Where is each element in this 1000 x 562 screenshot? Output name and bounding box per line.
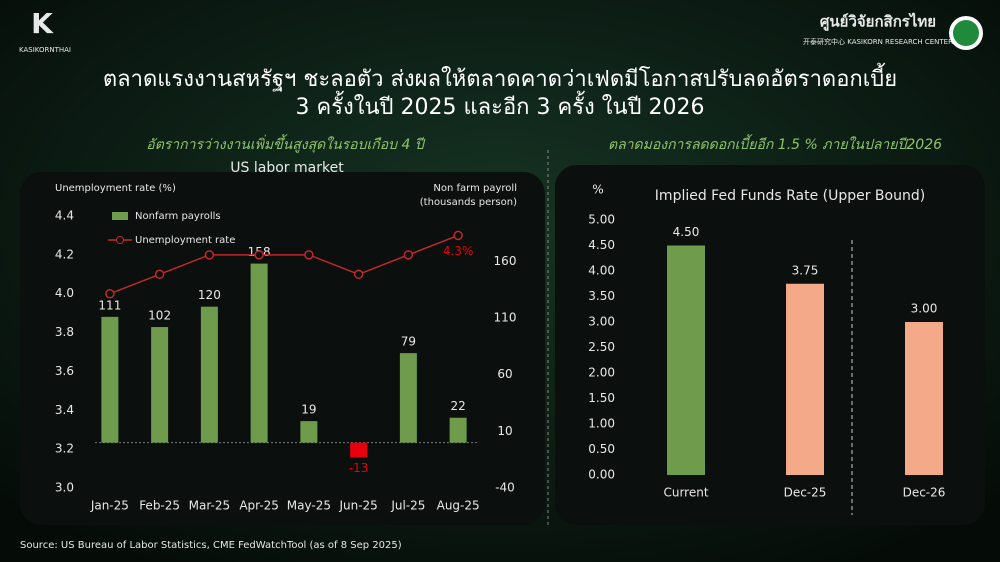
data-label: 19 <box>301 403 316 417</box>
y-tick-label: 3.0 <box>55 481 74 495</box>
legend-swatch <box>112 212 128 220</box>
chart-subtitle: ตลาดมองการลดดอกเบี้ยอีก 1.5 % ภายในปลายป… <box>608 134 942 153</box>
y-tick-label: 4.50 <box>588 238 615 252</box>
data-label: 3.00 <box>911 302 938 316</box>
y-tick-label: 4.0 <box>55 286 74 300</box>
y-tick-label: 2.50 <box>588 340 615 354</box>
y-tick-label: 5.00 <box>588 213 615 227</box>
line-marker <box>105 288 115 299</box>
chart-title: Implied Fed Funds Rate (Upper Bound) <box>655 188 925 204</box>
y2-axis-label: Non farm payroll <box>433 183 517 194</box>
data-label: 120 <box>198 288 221 302</box>
bar <box>200 306 218 443</box>
y2-tick-label: 160 <box>494 254 517 268</box>
line-marker <box>403 250 414 260</box>
right-logo-sub: 开泰研究中心 KASIKORN RESEARCH CENTER <box>803 37 953 46</box>
bar <box>905 322 943 475</box>
x-tick-label: Current <box>663 486 708 500</box>
y-tick-label: 3.2 <box>55 442 74 456</box>
bar <box>786 283 824 475</box>
x-tick-label: Aug-25 <box>437 499 480 513</box>
bar <box>667 245 705 475</box>
bar <box>350 442 368 458</box>
y2-tick-label: 10 <box>497 424 512 438</box>
y2-tick-label: 110 <box>494 311 517 325</box>
source: Source: US Bureau of Labor Statistics, C… <box>20 540 402 551</box>
line-marker <box>353 269 364 280</box>
chart-title: US labor market <box>230 160 344 176</box>
logo-circle-inner <box>953 20 979 46</box>
y2-tick-label: 60 <box>497 367 512 381</box>
y-tick-label: 4.2 <box>55 247 74 261</box>
y-tick-label: 0.00 <box>588 468 615 482</box>
line-marker <box>204 250 215 260</box>
x-tick-label: May-25 <box>287 499 331 513</box>
bar <box>151 327 169 443</box>
x-tick-label: Dec-25 <box>784 486 827 500</box>
logo-mark: K <box>31 7 54 40</box>
data-label: 111 <box>98 298 121 312</box>
y-tick-label: 3.50 <box>588 289 615 303</box>
x-tick-label: Apr-25 <box>239 499 279 513</box>
y-axis-label: % <box>592 183 603 197</box>
y-tick-label: 3.4 <box>55 403 74 417</box>
bar <box>449 417 467 443</box>
y-tick-label: 2.00 <box>588 366 615 380</box>
x-tick-label: Jul-25 <box>390 499 425 513</box>
y2-tick-label: -40 <box>495 481 515 495</box>
y-tick-label: 3.8 <box>55 325 74 339</box>
line <box>109 234 459 295</box>
line-marker <box>154 269 165 280</box>
x-tick-label: Feb-25 <box>139 499 180 513</box>
left-logo: KASIKORNTHAI <box>19 46 71 54</box>
chart-subtitle: อัตราการว่างงานเพิ่มขึ้นสูงสุดในรอบเกือบ… <box>146 134 426 153</box>
y-tick-label: 4.4 <box>55 209 74 223</box>
data-label: 79 <box>401 335 416 349</box>
x-tick-label: Jan-25 <box>90 499 129 513</box>
bar <box>101 316 119 443</box>
y-axis-label: Unemployment rate (%) <box>55 183 176 194</box>
y-tick-label: 4.00 <box>588 264 615 278</box>
legend-label: Unemployment rate <box>135 235 235 246</box>
data-label: 3.75 <box>792 263 819 277</box>
y2-axis-label: (thousands person) <box>420 197 517 208</box>
data-label: -13 <box>349 461 369 475</box>
legend-swatch <box>116 236 124 244</box>
data-label: 22 <box>450 399 465 413</box>
y-tick-label: 1.50 <box>588 391 615 405</box>
data-label: 4.50 <box>673 225 700 239</box>
page-title: 3 ครั้งในปี 2025 และอีก 3 ครั้ง ในปี 202… <box>296 91 705 120</box>
bar <box>399 353 417 443</box>
y-tick-label: 1.00 <box>588 417 615 431</box>
line-marker <box>453 230 463 241</box>
legend-label: Nonfarm payrolls <box>135 211 221 222</box>
data-label: 102 <box>148 309 171 323</box>
data-label: 4.3% <box>443 244 474 258</box>
page-title: ตลาดแรงงานสหรัฐฯ ชะลอตัว ส่งผลให้ตลาดคาด… <box>103 63 897 92</box>
left-panel <box>20 172 545 525</box>
bar <box>300 421 318 443</box>
right-logo: ศูนย์วิจัยกสิกรไทย <box>820 12 936 32</box>
y-tick-label: 3.6 <box>55 364 74 378</box>
right-panel <box>555 165 985 525</box>
x-tick-label: Dec-26 <box>903 486 946 500</box>
line-marker <box>304 250 314 260</box>
y-tick-label: 3.00 <box>588 315 615 329</box>
y-tick-label: 0.50 <box>588 442 615 456</box>
x-tick-label: Mar-25 <box>189 499 230 513</box>
bar <box>250 263 268 443</box>
line-marker <box>254 250 264 260</box>
x-tick-label: Jun-25 <box>338 499 377 513</box>
